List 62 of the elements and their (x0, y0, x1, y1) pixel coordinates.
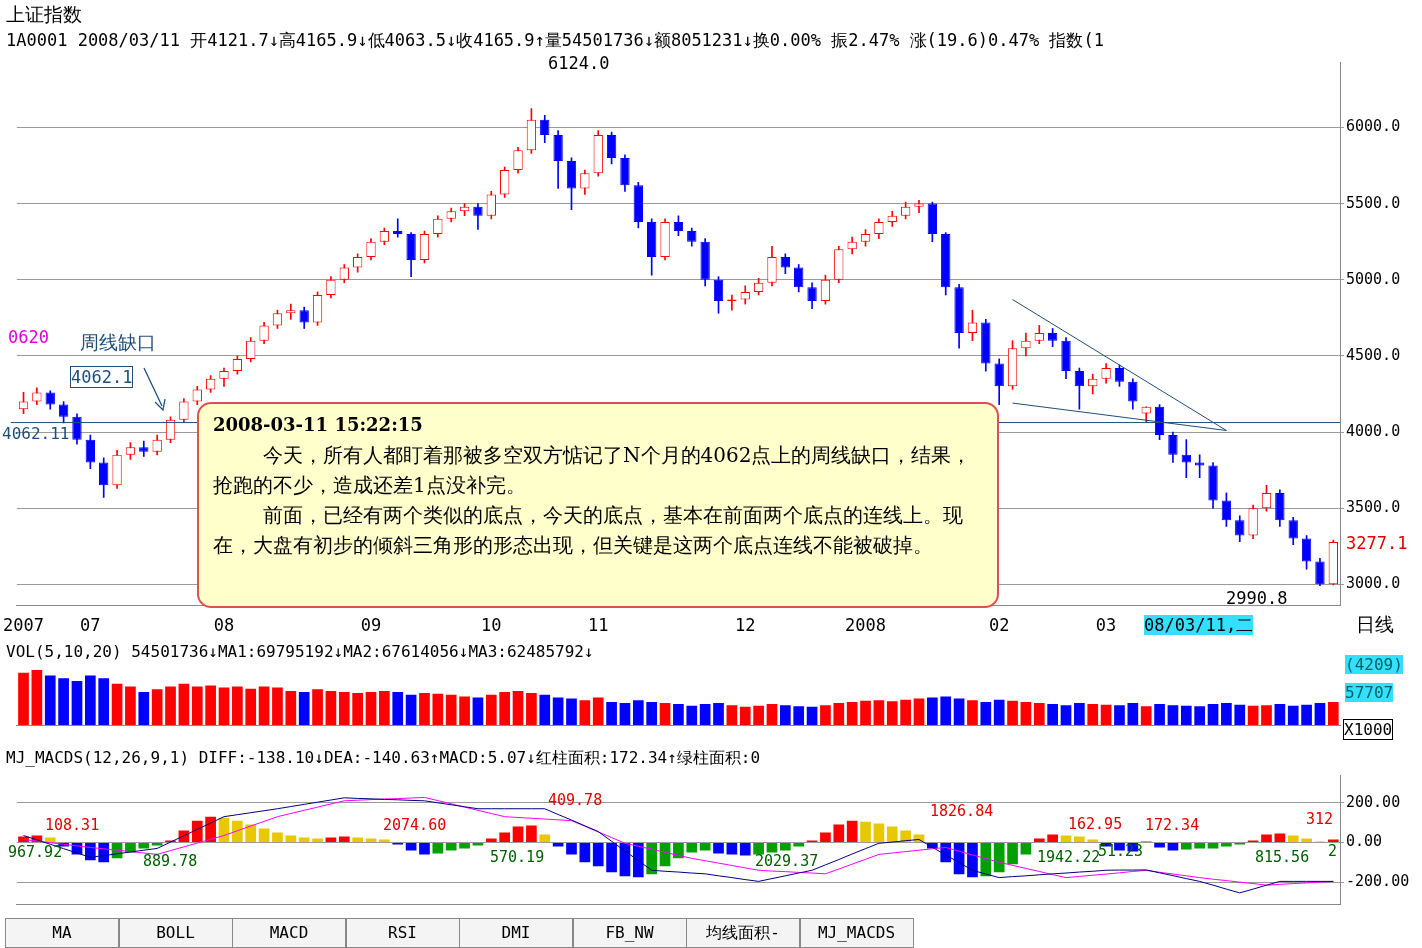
annotation: 409.78 (548, 791, 603, 809)
annotation: 2008-03-11 15:22:15 (213, 413, 424, 437)
annotation: 2990.8 (1226, 588, 1288, 609)
annotation: 周线缺口 (80, 331, 156, 354)
annotation: 2074.60 (383, 816, 447, 834)
annotation: 967.92 (8, 843, 63, 861)
text: X1000 (1343, 719, 1394, 741)
annotation: 162.95 (1068, 815, 1123, 833)
y-tick-label: 3000.0 (1346, 574, 1401, 593)
annotation: 108.31 (45, 816, 100, 834)
chart-title: MJ_MACDS(12,26,9,1) DIFF:-138.10↓DEA:-140.63↑MACD:5.07↓红柱面积:172.34↑绿柱面积:0 (6, 748, 761, 768)
text: BOLL (118, 918, 233, 948)
text: 3277.1 (1346, 533, 1408, 554)
text: 日线 (1356, 613, 1394, 636)
y-tick-label: 5500.0 (1346, 193, 1401, 212)
y-tick-label: 200.00 (1346, 792, 1401, 811)
x-tick-label: 11 (587, 615, 609, 636)
text: 1A0001 2008/03/11 开4121.7↓高4165.9↓低4063.5↓收4165.9↑量54501736↓额8051231↓换0.00% 振2.47% 涨(19.6)0.47% 指数(1 (6, 30, 1104, 51)
annotation: 0620 (8, 327, 49, 348)
text: 57707 (1345, 683, 1394, 703)
x-tick-label: 09 (360, 615, 382, 636)
annotation: 1826.84 (930, 802, 994, 820)
annotation: 今天，所有人都盯着那被多空双方惦记了N个月的4062点上的周线缺口，结果，抢跑的不少，造成还差1点没补完。 (213, 442, 973, 499)
annotation: 6124.0 (548, 53, 610, 74)
x-tick-label: 08 (213, 615, 235, 636)
y-tick-label: 5000.0 (1346, 269, 1401, 288)
text: 均线面积- (686, 918, 800, 948)
x-tick-label: 02 (988, 615, 1010, 636)
ref-line-label: 4062.11 (2, 423, 70, 443)
annotation: 51.23 (1098, 842, 1144, 860)
x-tick-label: 2008 (845, 615, 887, 636)
y-tick-label: 4500.0 (1346, 345, 1401, 364)
chart-title: VOL(5,10,20) 54501736↓MA1:69795192↓MA2:67614056↓MA3:62485792↓ (6, 642, 594, 662)
text: MA (5, 918, 119, 948)
text: RSI (345, 918, 460, 948)
text: DMI (459, 918, 573, 948)
x-tick-label: 07 (80, 615, 101, 636)
annotation: 2029.37 (755, 852, 819, 870)
x-tick-label: 03 (1095, 615, 1117, 636)
annotation: 前面，已经有两个类似的底点，今天的底点，基本在前面两个底点的连线上。现在，大盘有初步的倾斜三角形的形态出现，但关键是这两个底点连线不能被破掉。 (213, 502, 964, 559)
annotation: 889.78 (143, 852, 198, 870)
annotation: 312 (1306, 810, 1334, 828)
annotation: 2 (1328, 842, 1338, 860)
y-tick-label: 6000.0 (1346, 117, 1401, 136)
text: MJ_MACDS (799, 918, 914, 948)
x-tick-label: 10 (481, 615, 502, 636)
x-tick-label: 12 (735, 615, 756, 636)
y-tick-label: 0.00 (1346, 832, 1383, 851)
note-box: 2008-03-11 15:22:15 今天，所有人都盯着那被多空双方惦记了N个月的4062点上的周线缺口，结果，抢跑的不少，造成还差1点没补完。 前面，已经有两个类似的底点，今天的底点，基本在前面两个底点的连线上。现在，大盘有初步的倾斜三角形的形态出现，但关键是这两个底点连线不能被破掉。 (197, 402, 999, 608)
y-tick-label: 3500.0 (1346, 498, 1401, 517)
chart-title: 上证指数 (6, 3, 82, 26)
text: 08/03/11,二 (1144, 615, 1254, 636)
annotation: 815.56 (1255, 848, 1310, 866)
x-tick-label: 2007 (3, 615, 44, 636)
y-tick-label: -200.00 (1346, 872, 1410, 891)
annotation: 172.34 (1145, 816, 1200, 834)
text: MACD (232, 918, 346, 948)
y-tick-label: 4000.0 (1346, 421, 1401, 440)
text: FB_NW (572, 918, 687, 948)
text: (4209) (1345, 655, 1403, 675)
annotation: 570.19 (490, 848, 545, 866)
annotation: 4062.1 (70, 366, 134, 389)
